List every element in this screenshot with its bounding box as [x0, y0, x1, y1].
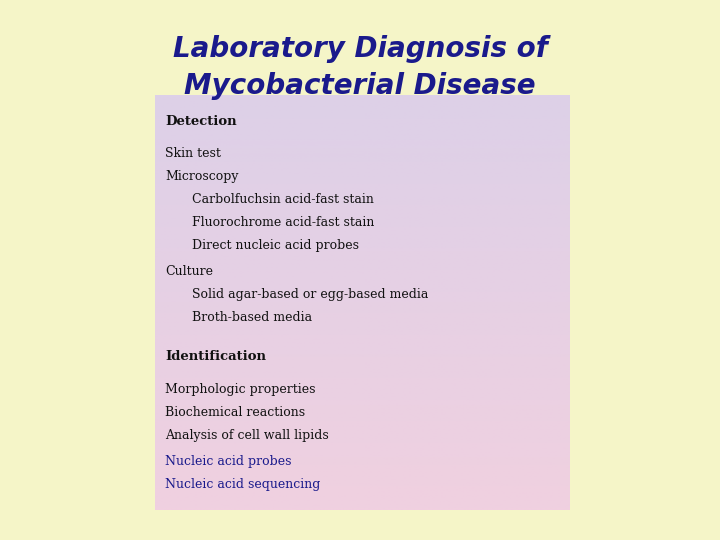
Text: Detection: Detection [165, 115, 237, 128]
Text: Fluorochrome acid-fast stain: Fluorochrome acid-fast stain [192, 216, 374, 229]
Text: Identification: Identification [165, 350, 266, 363]
Text: Mycobacterial Disease: Mycobacterial Disease [184, 72, 536, 100]
Text: Morphologic properties: Morphologic properties [165, 383, 315, 396]
Text: Skin test: Skin test [165, 147, 221, 160]
Text: Solid agar-based or egg-based media: Solid agar-based or egg-based media [192, 288, 428, 301]
Text: Culture: Culture [165, 265, 213, 278]
Text: Microscopy: Microscopy [165, 170, 238, 183]
Text: Broth-based media: Broth-based media [192, 311, 312, 324]
Text: Nucleic acid probes: Nucleic acid probes [165, 455, 292, 468]
Text: Carbolfuchsin acid-fast stain: Carbolfuchsin acid-fast stain [192, 193, 374, 206]
Text: Nucleic acid sequencing: Nucleic acid sequencing [165, 478, 320, 491]
Text: Biochemical reactions: Biochemical reactions [165, 406, 305, 419]
Text: Laboratory Diagnosis of: Laboratory Diagnosis of [173, 35, 547, 63]
Text: Analysis of cell wall lipids: Analysis of cell wall lipids [165, 429, 329, 442]
Text: Direct nucleic acid probes: Direct nucleic acid probes [192, 239, 359, 252]
